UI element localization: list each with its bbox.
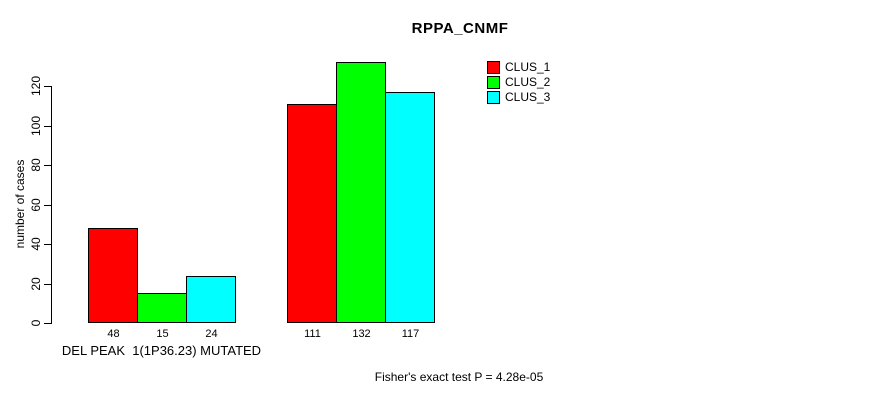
bar-value-label: 48: [107, 328, 120, 340]
y-tick: [44, 283, 51, 285]
y-tick-label: 40: [29, 237, 43, 251]
y-tick-label: 80: [29, 158, 43, 172]
y-tick-label: 0: [29, 319, 43, 327]
bar-clus_3-group1: [186, 275, 236, 323]
bar-clus_3-group2: [385, 91, 435, 323]
bar-value-label: 117: [401, 328, 420, 340]
legend-swatch-clus_1: [487, 60, 500, 74]
legend-label: CLUS_3: [505, 90, 551, 104]
bar-value-label: 24: [205, 328, 218, 340]
bar-value-label: 132: [352, 328, 371, 340]
annotation-caption: Fisher's exact test P = 4.28e-05: [374, 370, 544, 384]
y-tick: [44, 244, 51, 245]
y-tick: [44, 204, 51, 206]
legend-swatch-clus_2: [487, 75, 500, 89]
bar-clus_1-group2: [287, 103, 337, 323]
bar-clus_2-group2: [336, 62, 386, 323]
legend-item: CLUS_2: [487, 75, 550, 89]
x-group-label: DEL PEAK 1(1P36.23) MUTATED: [61, 343, 262, 358]
chart-title: RPPA_CNMF: [411, 20, 509, 37]
bar-clus_1-group1: [88, 228, 138, 323]
y-axis-line: [51, 86, 52, 324]
y-tick: [44, 125, 51, 127]
legend: CLUS_1 CLUS_2 CLUS_3: [487, 60, 550, 104]
y-tick: [44, 323, 51, 324]
legend-swatch-clus_3: [487, 90, 500, 104]
bar-value-label: 15: [156, 328, 169, 340]
legend-item: CLUS_3: [487, 90, 550, 104]
bar-value-label: 111: [304, 328, 321, 340]
y-axis-title: number of cases: [13, 159, 27, 249]
y-tick-label: 120: [29, 75, 43, 97]
y-tick: [44, 165, 51, 166]
y-tick: [44, 86, 51, 87]
y-tick-label: 60: [29, 197, 43, 212]
legend-label: CLUS_2: [505, 75, 551, 89]
y-tick-label: 100: [29, 115, 43, 136]
y-tick-label: 20: [29, 276, 43, 291]
legend-item: CLUS_1: [487, 60, 550, 74]
legend-label: CLUS_1: [505, 60, 551, 74]
bar-clus_2-group1: [137, 293, 187, 323]
